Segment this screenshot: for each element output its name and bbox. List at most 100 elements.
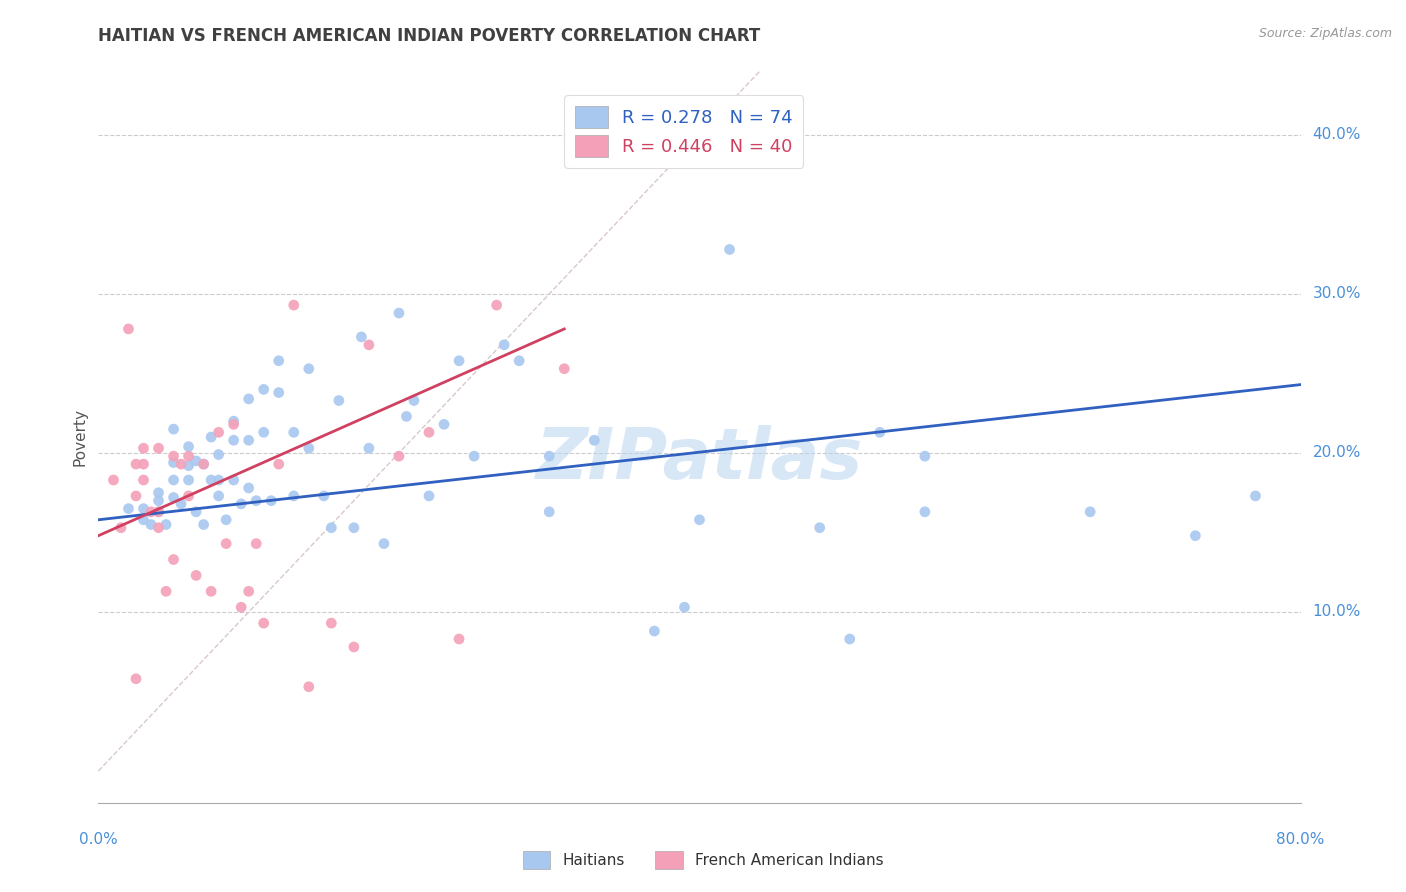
Point bbox=[343, 640, 366, 654]
Point bbox=[132, 513, 155, 527]
Point bbox=[139, 505, 162, 519]
Point bbox=[132, 473, 155, 487]
Point bbox=[328, 393, 350, 408]
Point bbox=[177, 473, 200, 487]
Point bbox=[267, 385, 290, 400]
Point bbox=[193, 517, 215, 532]
Point bbox=[231, 600, 253, 615]
Point bbox=[238, 481, 260, 495]
Point bbox=[260, 493, 283, 508]
Point bbox=[402, 393, 425, 408]
Point bbox=[463, 449, 485, 463]
Point bbox=[373, 536, 395, 550]
Text: 30.0%: 30.0% bbox=[1313, 286, 1361, 301]
Point bbox=[177, 489, 200, 503]
Legend: R = 0.278   N = 74, R = 0.446   N = 40: R = 0.278 N = 74, R = 0.446 N = 40 bbox=[564, 95, 803, 168]
Point bbox=[222, 417, 245, 432]
Point bbox=[583, 434, 606, 448]
Point bbox=[267, 353, 290, 368]
Point bbox=[808, 521, 831, 535]
Point bbox=[447, 353, 470, 368]
Text: 0.0%: 0.0% bbox=[79, 832, 118, 847]
Point bbox=[253, 383, 276, 397]
Point bbox=[184, 454, 207, 468]
Point bbox=[222, 434, 245, 448]
Text: Source: ZipAtlas.com: Source: ZipAtlas.com bbox=[1258, 27, 1392, 40]
Point bbox=[643, 624, 665, 638]
Text: ZIPatlas: ZIPatlas bbox=[536, 425, 863, 493]
Point bbox=[718, 243, 741, 257]
Point bbox=[395, 409, 418, 424]
Point bbox=[162, 473, 184, 487]
Point bbox=[388, 306, 411, 320]
Point bbox=[170, 497, 193, 511]
Point bbox=[200, 584, 222, 599]
Point bbox=[283, 298, 305, 312]
Point bbox=[177, 449, 200, 463]
Point bbox=[177, 458, 200, 473]
Point bbox=[298, 680, 321, 694]
Point bbox=[433, 417, 456, 432]
Text: HAITIAN VS FRENCH AMERICAN INDIAN POVERTY CORRELATION CHART: HAITIAN VS FRENCH AMERICAN INDIAN POVERT… bbox=[98, 27, 761, 45]
Point bbox=[200, 430, 222, 444]
Point bbox=[1244, 489, 1267, 503]
Point bbox=[914, 505, 936, 519]
Point bbox=[155, 517, 177, 532]
Point bbox=[155, 584, 177, 599]
Point bbox=[283, 425, 305, 440]
Point bbox=[208, 473, 231, 487]
Point bbox=[177, 440, 200, 454]
Point bbox=[494, 338, 516, 352]
Point bbox=[343, 521, 366, 535]
Point bbox=[350, 330, 373, 344]
Point bbox=[148, 441, 170, 455]
Point bbox=[1184, 529, 1206, 543]
Point bbox=[132, 457, 155, 471]
Point bbox=[538, 449, 561, 463]
Point bbox=[222, 473, 245, 487]
Legend: Haitians, French American Indians: Haitians, French American Indians bbox=[516, 845, 890, 875]
Point bbox=[148, 521, 170, 535]
Point bbox=[553, 361, 575, 376]
Point bbox=[388, 449, 411, 463]
Point bbox=[283, 489, 305, 503]
Point bbox=[162, 449, 184, 463]
Point bbox=[208, 489, 231, 503]
Point bbox=[103, 473, 125, 487]
Point bbox=[193, 457, 215, 471]
Point bbox=[162, 456, 184, 470]
Point bbox=[245, 493, 267, 508]
Point bbox=[298, 361, 321, 376]
Point bbox=[298, 441, 321, 455]
Point bbox=[1078, 505, 1101, 519]
Text: 80.0%: 80.0% bbox=[1277, 832, 1324, 847]
Point bbox=[193, 457, 215, 471]
Y-axis label: Poverty: Poverty bbox=[72, 408, 87, 467]
Point bbox=[162, 422, 184, 436]
Point bbox=[688, 513, 710, 527]
Point bbox=[222, 414, 245, 428]
Point bbox=[357, 338, 380, 352]
Point bbox=[321, 616, 343, 631]
Point bbox=[215, 513, 238, 527]
Point bbox=[162, 552, 184, 566]
Text: 20.0%: 20.0% bbox=[1313, 445, 1361, 460]
Point bbox=[914, 449, 936, 463]
Point bbox=[253, 616, 276, 631]
Point bbox=[447, 632, 470, 646]
Point bbox=[238, 392, 260, 406]
Point bbox=[117, 322, 139, 336]
Point bbox=[869, 425, 891, 440]
Point bbox=[170, 457, 193, 471]
Point bbox=[238, 434, 260, 448]
Point bbox=[312, 489, 335, 503]
Text: 40.0%: 40.0% bbox=[1313, 128, 1361, 143]
Point bbox=[208, 448, 231, 462]
Point bbox=[418, 489, 440, 503]
Point bbox=[253, 425, 276, 440]
Point bbox=[139, 517, 162, 532]
Point bbox=[238, 584, 260, 599]
Point bbox=[245, 536, 267, 550]
Point bbox=[231, 497, 253, 511]
Point bbox=[538, 505, 561, 519]
